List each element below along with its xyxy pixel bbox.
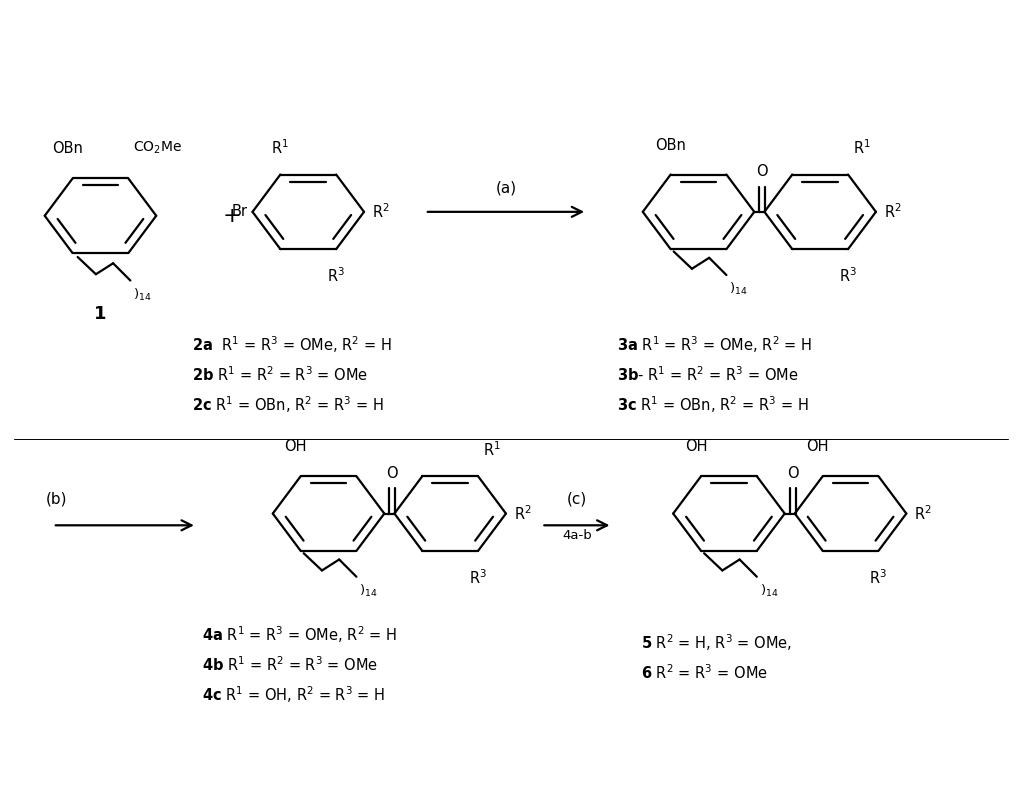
Text: OBn: OBn <box>655 138 686 153</box>
Text: O: O <box>756 164 769 179</box>
Text: $\mathbf{4a}$ R$^1$ = R$^3$ = OMe, R$^2$ = H: $\mathbf{4a}$ R$^1$ = R$^3$ = OMe, R$^2$… <box>201 625 397 645</box>
Text: (c): (c) <box>567 492 587 507</box>
Text: O: O <box>386 466 399 481</box>
Text: R$^1$: R$^1$ <box>483 440 501 459</box>
Text: R$^2$: R$^2$ <box>915 505 932 523</box>
Text: R$^1$: R$^1$ <box>853 139 871 158</box>
Text: $\mathbf{2c}$ R$^1$ = OBn, R$^2$ = R$^3$ = H: $\mathbf{2c}$ R$^1$ = OBn, R$^2$ = R$^3$… <box>192 394 383 415</box>
Text: $\mathbf{3a}$ R$^1$ = R$^3$ = OMe, R$^2$ = H: $\mathbf{3a}$ R$^1$ = R$^3$ = OMe, R$^2$… <box>617 335 812 356</box>
Text: $\mathbf{6}$ R$^2$ = R$^3$ = OMe: $\mathbf{6}$ R$^2$ = R$^3$ = OMe <box>641 663 768 682</box>
Text: OBn: OBn <box>52 142 83 157</box>
Text: $\mathbf{2a}$  R$^1$ = R$^3$ = OMe, R$^2$ = H: $\mathbf{2a}$ R$^1$ = R$^3$ = OMe, R$^2$… <box>192 335 391 356</box>
Text: 4a-b: 4a-b <box>562 529 592 543</box>
Text: )$_{14}$: )$_{14}$ <box>360 583 378 599</box>
Text: $\mathbf{2b}$ R$^1$ = R$^2$ = R$^3$ = OMe: $\mathbf{2b}$ R$^1$ = R$^2$ = R$^3$ = OM… <box>192 365 368 384</box>
Text: R$^2$: R$^2$ <box>884 203 901 221</box>
Text: $\mathbf{4b}$ R$^1$ = R$^2$ = R$^3$ = OMe: $\mathbf{4b}$ R$^1$ = R$^2$ = R$^3$ = OM… <box>201 656 378 674</box>
Text: R$^3$: R$^3$ <box>839 266 857 285</box>
Text: $\mathbf{4c}$ R$^1$ = OH, R$^2$ = R$^3$ = H: $\mathbf{4c}$ R$^1$ = OH, R$^2$ = R$^3$ … <box>201 684 385 705</box>
Text: +: + <box>223 206 241 226</box>
Text: R$^2$: R$^2$ <box>514 505 531 523</box>
Text: R$^1$: R$^1$ <box>272 139 289 158</box>
Text: )$_{14}$: )$_{14}$ <box>134 287 152 303</box>
Text: (b): (b) <box>46 492 67 507</box>
Text: $\mathbf{3b}$- R$^1$ = R$^2$ = R$^3$ = OMe: $\mathbf{3b}$- R$^1$ = R$^2$ = R$^3$ = O… <box>617 365 799 384</box>
Text: OH: OH <box>685 440 707 455</box>
Text: $\mathbf{3c}$ R$^1$ = OBn, R$^2$ = R$^3$ = H: $\mathbf{3c}$ R$^1$ = OBn, R$^2$ = R$^3$… <box>617 394 809 415</box>
Text: R$^3$: R$^3$ <box>327 266 345 285</box>
Text: R$^3$: R$^3$ <box>870 568 887 587</box>
Text: CO$_2$Me: CO$_2$Me <box>134 140 183 157</box>
Text: R$^2$: R$^2$ <box>372 203 389 221</box>
Text: )$_{14}$: )$_{14}$ <box>730 281 748 297</box>
Text: OH: OH <box>284 440 307 455</box>
Text: R$^3$: R$^3$ <box>469 568 487 587</box>
Text: $\mathbf{5}$ R$^2$ = H, R$^3$ = OMe,: $\mathbf{5}$ R$^2$ = H, R$^3$ = OMe, <box>641 633 792 653</box>
Text: )$_{14}$: )$_{14}$ <box>759 583 779 599</box>
Text: OH: OH <box>806 440 829 455</box>
Text: 1: 1 <box>94 305 106 322</box>
Text: Br: Br <box>231 204 247 219</box>
Text: (a): (a) <box>496 181 516 196</box>
Text: O: O <box>787 466 798 481</box>
